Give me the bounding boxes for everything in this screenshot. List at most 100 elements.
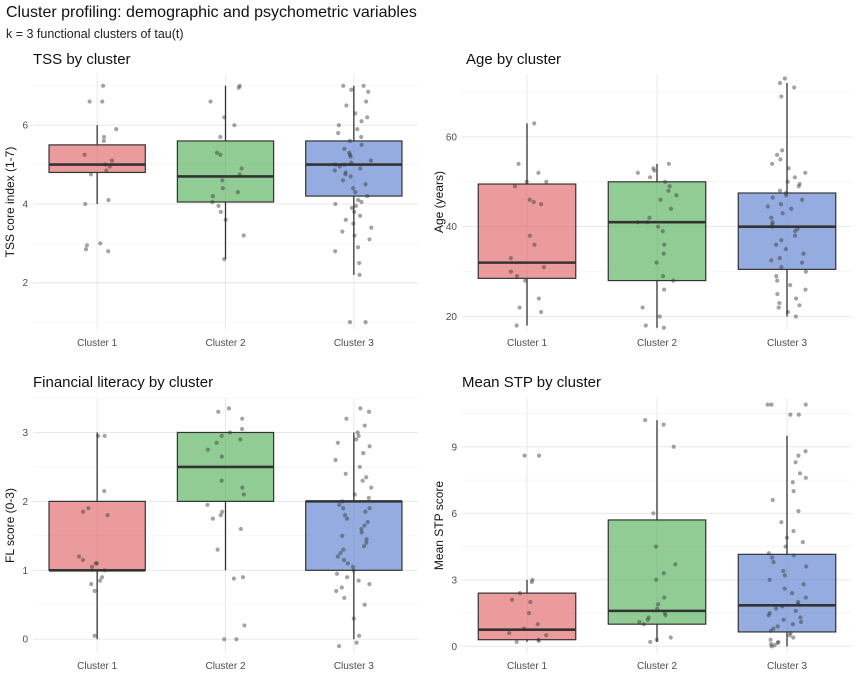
data-point [92,588,97,594]
data-point [538,309,544,315]
data-point [104,168,109,173]
panel-stp: 0 3 6 9 Cluster 1 Cluster 2 Cluster 3 Mean STP … [432,374,852,672]
data-point [237,172,242,177]
data-point [799,260,805,265]
data-point [777,188,783,193]
data-point [343,172,348,177]
data-point [771,626,776,631]
data-point [339,585,344,590]
data-point [512,184,518,189]
data-point [216,203,221,209]
data-point [658,197,663,202]
data-point [332,168,337,173]
data-point [775,278,780,283]
data-point [532,242,537,247]
data-point [803,269,808,274]
data-point [773,242,779,247]
data-point [782,573,787,578]
data-point [782,76,787,81]
panel-title: Financial literacy by cluster [33,374,213,391]
x-tick-label: Cluster 3 [334,661,374,672]
y-axis-label: Mean STP score [432,481,446,570]
data-point [793,314,798,319]
data-point [527,233,532,238]
data-point [774,274,779,279]
data-point [643,323,648,328]
data-point [797,303,802,308]
data-point [770,224,775,229]
data-point [348,154,353,159]
data-point [779,265,784,270]
data-point [803,595,808,600]
data-point [790,622,796,627]
box-1 [48,500,146,571]
data-point [205,502,210,507]
data-point [798,615,803,620]
y-tick-label: 2 [22,278,28,289]
data-point [508,256,513,261]
data-point [640,305,645,310]
data-point [352,233,357,238]
data-point [770,555,775,560]
data-point [788,282,793,288]
data-point [651,511,656,516]
data-point [793,608,798,613]
data-point [334,588,339,594]
data-point [800,197,805,202]
box-3 [737,192,837,270]
data-point [337,502,342,507]
data-point [340,178,346,183]
data-point [779,520,784,525]
box-1 [477,183,577,279]
data-point [768,628,773,633]
data-point [220,178,225,183]
data-point [100,99,105,104]
data-point [804,564,809,569]
panel-title: Age by cluster [466,51,561,68]
data-point [359,134,364,140]
data-point [210,199,215,205]
data-point [786,166,791,171]
data-point [798,619,804,625]
data-point [539,202,544,207]
data-point [668,635,673,640]
data-point [792,233,798,238]
data-point [347,138,353,144]
data-point [227,430,233,435]
data-point [797,471,803,476]
data-point [239,426,245,432]
x-tick-label: Cluster 2 [205,338,245,349]
data-point [775,640,780,646]
x-tick-label: Cluster 3 [767,338,807,349]
data-point [342,146,347,151]
data-point [109,158,115,163]
data-point [788,630,793,636]
y-tick-label: 1 [22,566,28,577]
data-point [89,581,94,587]
data-point [536,637,541,642]
data-point [792,175,797,180]
data-point [785,309,791,315]
data-point [796,412,801,417]
data-point [366,495,371,501]
data-point [102,568,107,573]
y-axis-label: Age (years) [432,171,446,233]
data-point [84,243,90,248]
data-point [674,193,679,198]
data-point [363,320,368,325]
data-point [770,195,775,200]
data-point [517,591,523,596]
box-3 [305,140,403,197]
data-point [343,471,348,476]
data-point [791,528,796,534]
data-point [334,571,340,576]
data-point [242,623,247,628]
data-point [795,226,800,232]
data-point [241,233,246,238]
data-point [765,204,770,209]
data-point [238,437,243,442]
data-point [359,526,364,532]
data-point [782,586,787,591]
data-point [344,103,349,108]
data-point [536,453,542,458]
